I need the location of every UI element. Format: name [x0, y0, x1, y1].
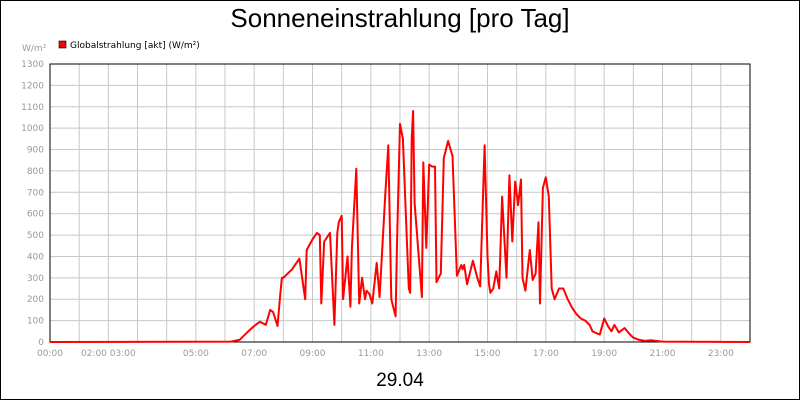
y-tick-label: 900 — [27, 146, 44, 156]
x-tick-label: 07:00 — [241, 349, 267, 359]
x-tick-label: 00:00 — [37, 349, 63, 359]
x-tick-label: 15:00 — [475, 349, 501, 359]
legend-label: Globalstrahlung [akt] (W/m²) — [70, 41, 200, 51]
x-tick-label: 09:00 — [300, 349, 326, 359]
y-tick-label: 1100 — [21, 103, 44, 113]
grid — [49, 63, 751, 343]
plot-area-border — [49, 63, 751, 343]
y-tick-label: 700 — [27, 188, 44, 198]
y-tick-label: 400 — [27, 252, 44, 262]
y-tick-label: 1000 — [21, 124, 44, 134]
unit-label: W/m² — [22, 44, 47, 54]
series-line — [49, 110, 751, 343]
y-tick-label: 100 — [27, 317, 44, 327]
y-axis-ticks: 0 100 200 300 400 500 600 700 800 900 1000 1100 1200… — [21, 60, 44, 348]
x-tick-label: 05:00 — [183, 349, 209, 359]
y-tick-label: 300 — [27, 274, 44, 284]
date-label: 29.04 — [376, 370, 424, 391]
series-layer — [49, 110, 751, 343]
x-tick-label: 19:00 — [591, 349, 617, 359]
y-tick-label: 500 — [27, 231, 44, 241]
x-axis-ticks: 00:00 02:00 03:00 05:00 07:00 09:00 11:00 13:0… — [37, 349, 734, 359]
y-tick-label: 0 — [38, 338, 44, 348]
x-tick-label: 23:00 — [708, 349, 734, 359]
y-tick-label: 1300 — [21, 60, 44, 70]
x-tick-label: 13:00 — [416, 349, 442, 359]
x-tick-label: 21:00 — [650, 349, 676, 359]
y-tick-label: 600 — [27, 210, 44, 220]
y-tick-label: 1200 — [21, 81, 44, 91]
x-tick-label: 11:00 — [358, 349, 384, 359]
x-tick-label: 02:00 03:00 — [81, 349, 136, 359]
x-tick-label: 17:00 — [533, 349, 559, 359]
y-tick-label: 200 — [27, 295, 44, 305]
legend-swatch — [58, 40, 67, 49]
y-tick-label: 800 — [27, 167, 44, 177]
chart-title: Sonneneinstrahlung [pro Tag] — [230, 3, 569, 33]
